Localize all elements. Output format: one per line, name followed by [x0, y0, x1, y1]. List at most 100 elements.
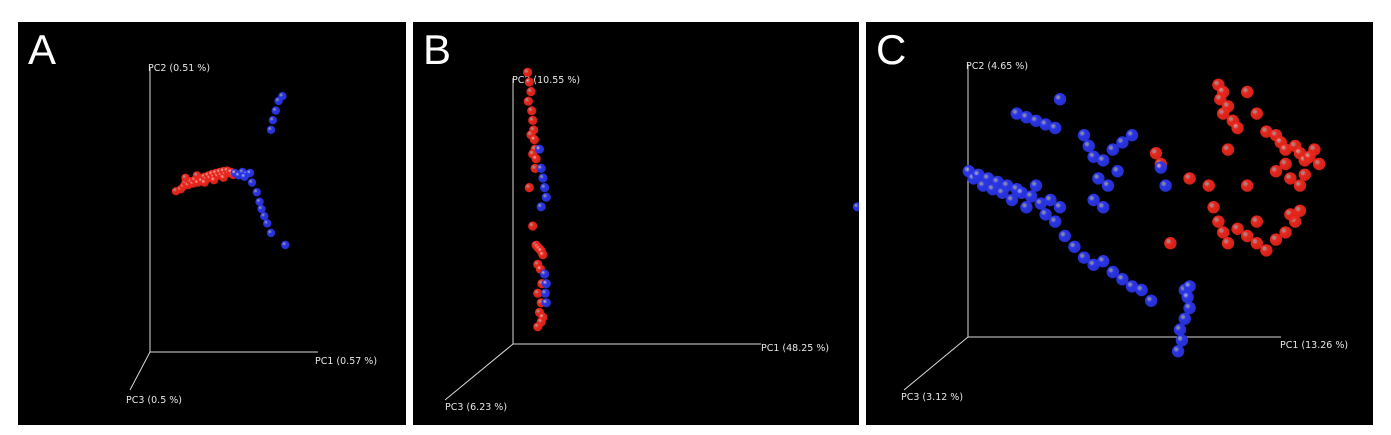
panel-label: B [423, 26, 452, 73]
scatter-plot-a: PC1 (0.57 %) PC2 (0.51 %) PC3 (0.5 %) [126, 63, 377, 406]
blue-data-point [1159, 179, 1172, 192]
blue-data-point [1039, 118, 1052, 131]
blue-data-point [1025, 190, 1038, 203]
blue-data-point [1097, 201, 1110, 214]
red-data-point [1279, 143, 1292, 156]
red-data-point [1217, 226, 1230, 239]
red-data-point [1221, 237, 1235, 250]
red-data-point [1284, 208, 1297, 221]
red-data-point [1279, 226, 1292, 239]
axis-z-line [444, 343, 514, 401]
axis-z-label: PC3 (6.23 %) [445, 402, 507, 413]
blue-data-point [1053, 93, 1067, 106]
blue-data-point [536, 163, 546, 173]
blue-data-point [1020, 111, 1033, 124]
blue-data-point [540, 288, 550, 298]
axis-z-label: PC3 (3.12 %) [901, 392, 963, 403]
red-data-point [1207, 201, 1220, 214]
axis-z-label: PC3 (0.5 %) [126, 395, 182, 406]
scatter-plot-c: PC1 (13.26 %) PC2 (4.65 %) PC3 (3.12 %) [901, 61, 1348, 403]
axis-x-label: PC1 (0.57 %) [315, 356, 377, 367]
red-data-point [1231, 121, 1244, 135]
red-data-point [181, 173, 190, 182]
axis-z-line [903, 336, 969, 391]
blue-data-point [266, 228, 276, 238]
red-data-point [1293, 204, 1307, 217]
axis-z-line [129, 351, 151, 391]
blue-data-point [257, 204, 266, 214]
axis-y-label: PC2 (0.51 %) [148, 63, 210, 74]
red-data-point [1183, 172, 1196, 185]
red-data-point [1164, 237, 1177, 250]
blue-data-point [1005, 193, 1019, 207]
blue-data-point [1068, 240, 1081, 253]
blue-data-point [1082, 139, 1095, 153]
red-data-point [1241, 85, 1254, 99]
red-data-point [528, 115, 538, 125]
blue-data-point [278, 92, 287, 101]
red-data-point [529, 135, 539, 145]
red-data-point [1269, 165, 1283, 178]
blue-data-point [1058, 229, 1071, 243]
blue-data-point [1173, 323, 1187, 336]
blue-data-point [540, 269, 550, 279]
blue-data-point [1183, 301, 1196, 315]
blue-data-point [268, 116, 278, 125]
blue-data-point [1183, 280, 1196, 293]
blue-data-point [1116, 136, 1129, 149]
blue-data-point [1077, 129, 1091, 142]
blue-data-point [1001, 179, 1014, 192]
red-data-point [1293, 179, 1307, 192]
red-data-point [1250, 107, 1263, 120]
panel-b: PC1 (48.25 %) PC2 (10.55 %) PC3 (6.23 %) B [413, 22, 859, 425]
blue-data-point [1171, 345, 1185, 358]
blue-data-point [541, 192, 551, 202]
blue-data-point [263, 219, 272, 228]
blue-data-point [1106, 265, 1119, 279]
blue-data-point [538, 173, 548, 183]
blue-data-point [1010, 107, 1023, 120]
blue-data-point [1145, 294, 1158, 307]
blue-data-point [255, 197, 264, 206]
blue-data-point [1125, 129, 1139, 142]
axis-x-label: PC1 (48.25 %) [761, 343, 829, 354]
blue-data-point [991, 175, 1004, 189]
red-data-point [527, 106, 537, 116]
scatter-plot-b: PC1 (48.25 %) PC2 (10.55 %) PC3 (6.23 %) [444, 67, 859, 413]
red-data-point [1241, 229, 1254, 243]
blue-data-point [240, 172, 249, 181]
axis-y-label: PC2 (4.65 %) [966, 61, 1028, 72]
blue-data-point [1039, 208, 1052, 221]
blue-data-point [1092, 172, 1105, 185]
red-data-point [1284, 172, 1297, 185]
blue-data-point [540, 183, 550, 193]
red-data-point [531, 154, 541, 164]
blue-data-point [1181, 291, 1194, 304]
red-data-point [1231, 222, 1244, 235]
blue-data-point [1101, 179, 1115, 192]
blue-data-point [271, 106, 280, 115]
axis-y-label: PC2 (10.55 %) [512, 75, 580, 86]
blue-data-point [1097, 255, 1110, 268]
blue-data-point [1049, 121, 1062, 135]
blue-data-point [1029, 179, 1043, 192]
blue-data-point [1044, 193, 1057, 207]
blue-data-point [260, 212, 269, 221]
red-data-point [1260, 125, 1273, 138]
blue-data-point [1111, 165, 1124, 178]
red-data-point [1269, 233, 1283, 246]
blue-data-point [981, 172, 995, 185]
blue-data-point [541, 298, 551, 308]
red-data-point [1217, 107, 1230, 120]
red-data-point [538, 250, 548, 260]
red-data-point [1212, 215, 1225, 228]
panel-c: PC1 (13.26 %) PC2 (4.65 %) PC3 (3.12 %) C [866, 22, 1373, 425]
blue-data-point [1087, 193, 1100, 207]
blue-data-point [1135, 283, 1148, 297]
blue-data-point [972, 168, 985, 181]
red-data-point [523, 96, 533, 106]
blue-data-point [1077, 251, 1091, 264]
red-data-point [192, 171, 202, 180]
blue-data-point [1087, 258, 1100, 271]
red-data-point [1298, 168, 1311, 181]
